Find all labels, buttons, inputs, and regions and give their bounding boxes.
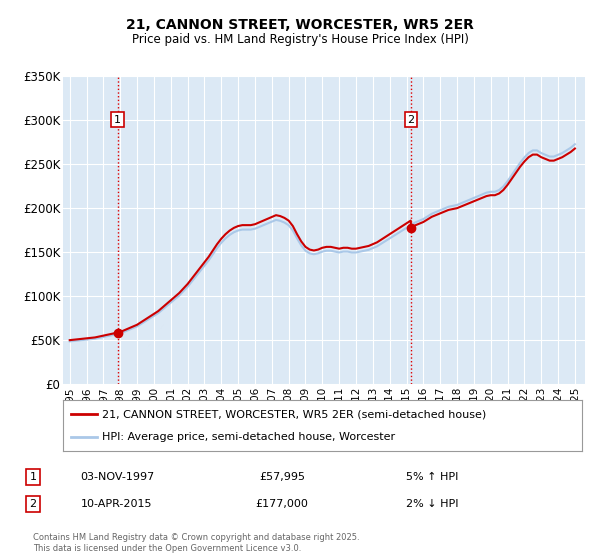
Text: 5% ↑ HPI: 5% ↑ HPI: [406, 472, 458, 482]
Text: £57,995: £57,995: [259, 472, 305, 482]
Text: 2: 2: [407, 115, 415, 125]
Text: 1: 1: [114, 115, 121, 125]
Text: £177,000: £177,000: [256, 499, 308, 509]
Text: 03-NOV-1997: 03-NOV-1997: [80, 472, 154, 482]
Text: 2: 2: [29, 499, 37, 509]
Text: HPI: Average price, semi-detached house, Worcester: HPI: Average price, semi-detached house,…: [102, 432, 395, 442]
Text: Price paid vs. HM Land Registry's House Price Index (HPI): Price paid vs. HM Land Registry's House …: [131, 32, 469, 46]
Text: 2% ↓ HPI: 2% ↓ HPI: [406, 499, 458, 509]
Text: 21, CANNON STREET, WORCESTER, WR5 2ER (semi-detached house): 21, CANNON STREET, WORCESTER, WR5 2ER (s…: [102, 409, 486, 419]
Text: 21, CANNON STREET, WORCESTER, WR5 2ER: 21, CANNON STREET, WORCESTER, WR5 2ER: [126, 18, 474, 32]
Text: 1: 1: [29, 472, 37, 482]
Text: Contains HM Land Registry data © Crown copyright and database right 2025.
This d: Contains HM Land Registry data © Crown c…: [33, 534, 359, 553]
Text: 10-APR-2015: 10-APR-2015: [81, 499, 153, 509]
